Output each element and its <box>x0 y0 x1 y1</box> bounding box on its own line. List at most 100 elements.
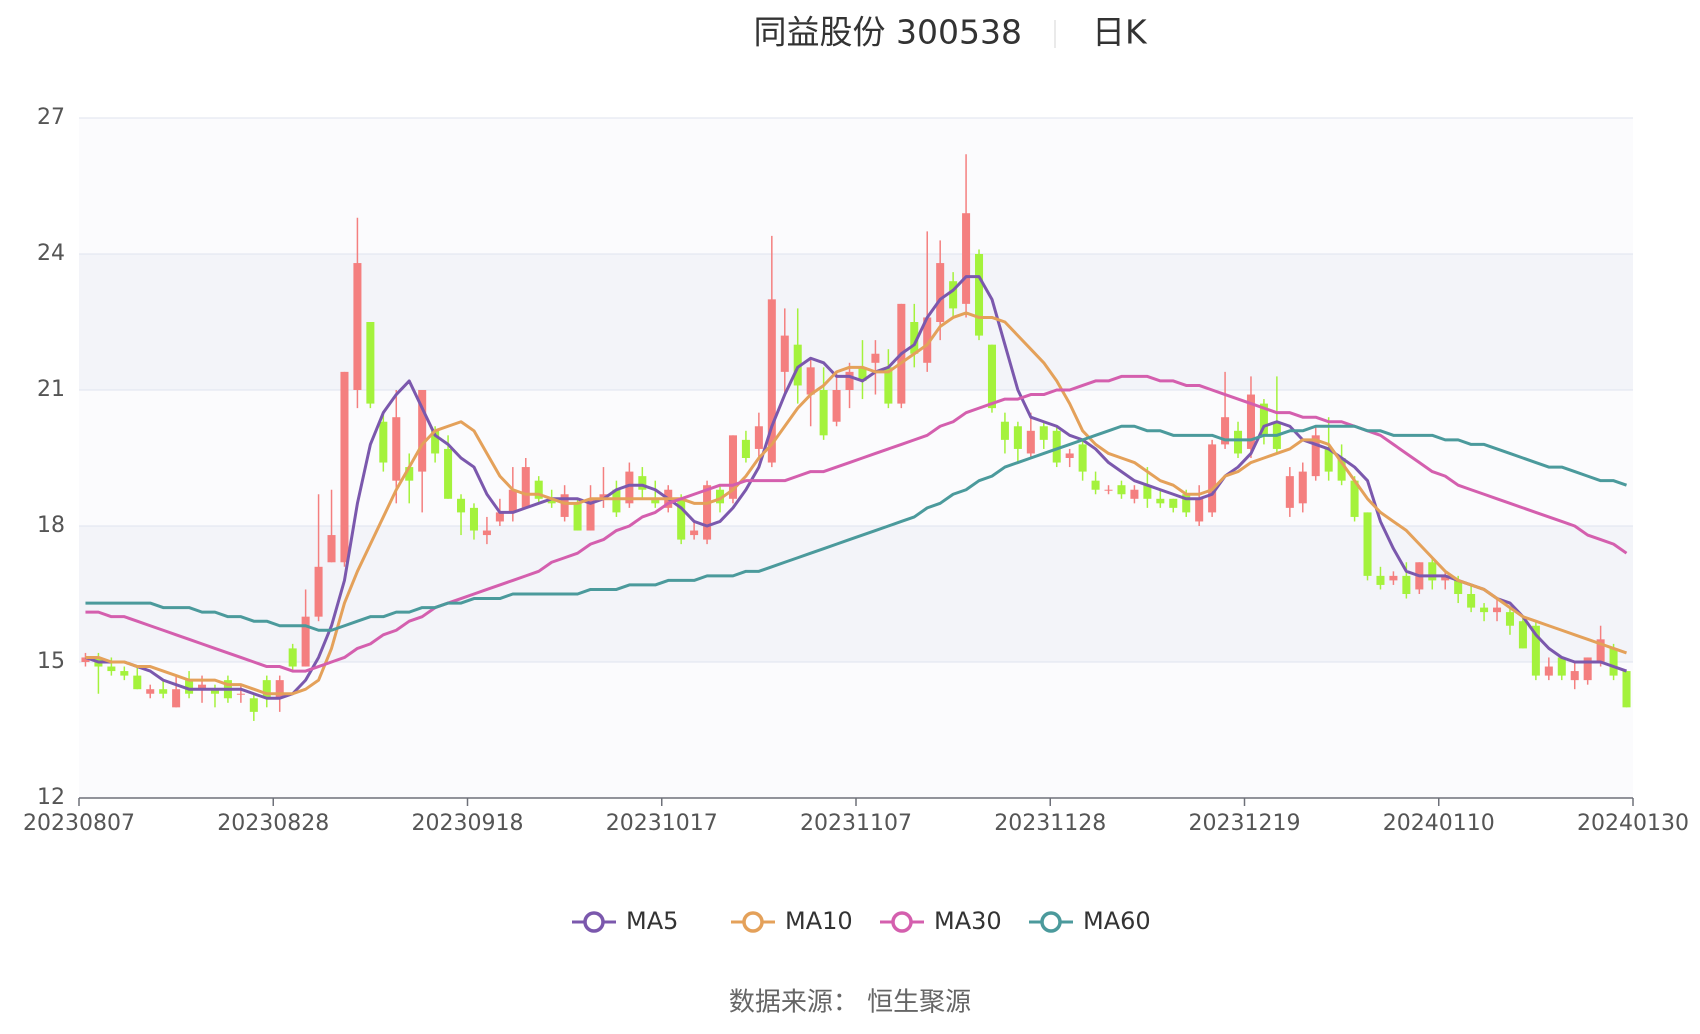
legend-marker <box>1040 911 1062 933</box>
legend-label: MA10 <box>785 907 853 935</box>
y-tick-label: 21 <box>37 377 65 402</box>
legend-marker <box>891 911 913 933</box>
source-note: 数据来源： 恒生聚源 <box>729 988 971 1018</box>
candle-body <box>612 489 621 513</box>
candle-body <box>340 371 349 563</box>
candle-body <box>366 322 375 404</box>
candle-body <box>1480 607 1489 613</box>
candle-body <box>495 512 504 522</box>
candle-body <box>185 680 194 694</box>
grid-band <box>79 662 1633 798</box>
candle-body <box>146 689 155 694</box>
y-tick-label: 12 <box>37 785 65 810</box>
candle-body <box>975 254 984 336</box>
candle-body <box>1221 417 1230 445</box>
candle-body <box>1208 444 1217 513</box>
plot-background <box>79 118 1633 798</box>
chart-title: 同益股份 300538 <box>754 13 1022 52</box>
candle-body <box>625 471 634 504</box>
candle-body <box>1078 444 1087 472</box>
x-tick-label: 20231128 <box>994 811 1106 836</box>
candle-body <box>262 680 271 699</box>
candle-body <box>1505 612 1514 626</box>
ma-line <box>85 311 1628 696</box>
candle-body <box>1130 489 1139 499</box>
candle-body <box>314 566 323 617</box>
candle-body <box>871 353 880 363</box>
legend-label: MA60 <box>1083 907 1151 935</box>
candle-body <box>1583 657 1592 681</box>
grid-band <box>79 118 1633 254</box>
candle-body <box>832 390 841 422</box>
candle-body <box>1143 485 1152 499</box>
candle-body <box>1285 476 1294 508</box>
y-tick-label: 24 <box>37 241 65 266</box>
legend-marker <box>583 911 605 933</box>
candle-body <box>1117 485 1126 495</box>
candle-body <box>327 535 336 563</box>
candle-body <box>573 503 582 531</box>
candle-body <box>1311 435 1320 477</box>
candle-body <box>120 671 129 676</box>
candle-body <box>1065 453 1074 458</box>
candle-body <box>431 430 440 454</box>
candle-body <box>444 448 453 499</box>
candle-body <box>469 507 478 531</box>
candle-body <box>923 317 932 363</box>
chart-subtitle: 日K <box>1092 13 1148 52</box>
candle-body <box>754 426 763 449</box>
grid-band <box>79 526 1633 662</box>
candle-body <box>1570 671 1579 681</box>
candle-body <box>638 476 647 490</box>
candle-body <box>1182 494 1191 513</box>
candle-body <box>1234 430 1243 454</box>
candle-body <box>806 367 815 395</box>
candle-body <box>379 421 388 463</box>
candle-body <box>301 616 310 667</box>
candle-body <box>845 371 854 390</box>
candle-body <box>741 439 750 458</box>
candle-body <box>1350 480 1359 517</box>
x-tick-label: 20240130 <box>1577 811 1689 836</box>
candle-body <box>962 213 971 304</box>
candle-body <box>172 689 181 708</box>
candle-body <box>1389 575 1398 581</box>
candle-body <box>405 467 414 481</box>
candle-body <box>236 693 245 695</box>
candle-body <box>1337 458 1346 481</box>
x-tick-label: 20231107 <box>800 811 912 836</box>
candle-body <box>1622 671 1631 708</box>
x-tick-label: 20231017 <box>606 811 718 836</box>
candle-body <box>651 498 660 504</box>
candle-body <box>1402 575 1411 594</box>
legend-label: MA30 <box>934 907 1002 935</box>
candle-body <box>1454 580 1463 594</box>
candles <box>81 154 1631 721</box>
x-tick-label: 20230807 <box>23 811 135 836</box>
candle-body <box>1013 426 1022 449</box>
ma-line <box>84 275 1628 700</box>
candle-body <box>418 390 427 472</box>
candle-body <box>1104 489 1113 491</box>
legend-marker <box>742 911 764 933</box>
candle-body <box>1493 607 1502 613</box>
legend: MA5 MA10 MA30 MA60 <box>572 907 1151 935</box>
candle-body <box>560 494 569 517</box>
candle-body <box>547 498 556 504</box>
candle-body <box>210 689 219 694</box>
candle-body <box>1363 512 1372 576</box>
candle-body <box>1531 625 1540 676</box>
y-tick-label: 18 <box>37 513 65 538</box>
candle-body <box>508 489 517 513</box>
candle-body <box>819 390 828 436</box>
candle-body <box>936 263 945 322</box>
candle-body <box>1000 421 1009 440</box>
candle-body <box>159 689 168 694</box>
candle-body <box>392 417 401 481</box>
candle-body <box>1091 480 1100 490</box>
grid-band <box>79 390 1633 526</box>
candle-body <box>1195 498 1204 522</box>
candle-body <box>1596 639 1605 662</box>
